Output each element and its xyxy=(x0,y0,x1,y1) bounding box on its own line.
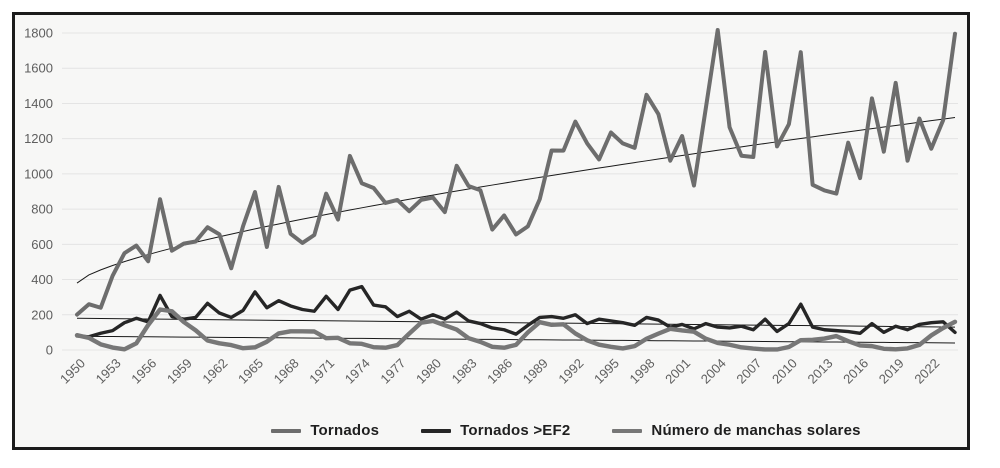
y-tick-label-1400: 1400 xyxy=(24,96,53,111)
chart-legend: Tornados Tornados >EF2 Número de manchas… xyxy=(15,422,967,439)
x-tick-label-2007: 2007 xyxy=(733,356,764,387)
tornados-ef2-trendline xyxy=(76,317,956,328)
y-tick-label-600: 600 xyxy=(31,237,53,252)
x-tick-label-1980: 1980 xyxy=(413,356,444,387)
x-tick-label-1965: 1965 xyxy=(235,356,266,387)
x-tick-label-1971: 1971 xyxy=(306,356,337,387)
x-tick-label-1995: 1995 xyxy=(591,356,622,387)
x-tick-label-2010: 2010 xyxy=(769,356,800,387)
x-tick-label-2004: 2004 xyxy=(698,356,729,387)
legend-item-tornados-ef2: Tornados >EF2 xyxy=(421,422,570,439)
x-tick-label-1992: 1992 xyxy=(555,356,586,387)
legend-item-tornados: Tornados xyxy=(271,422,379,439)
y-tick-label-1600: 1600 xyxy=(24,61,53,76)
x-tick-label-2013: 2013 xyxy=(805,356,836,387)
y-tick-label-0: 0 xyxy=(46,343,53,358)
legend-label-tornados: Tornados xyxy=(310,422,380,439)
x-tick-label-1968: 1968 xyxy=(271,356,302,387)
y-tick-label-1800: 1800 xyxy=(24,26,53,41)
x-tick-label-1983: 1983 xyxy=(449,356,480,387)
tornados-ef2-line xyxy=(75,284,957,339)
x-tick-label-2001: 2001 xyxy=(662,356,693,387)
x-tick-label-1962: 1962 xyxy=(199,356,230,387)
tornados-line xyxy=(75,28,957,317)
legend-item-manchas-solares: Número de manchas solares xyxy=(612,422,860,439)
tornados-ef2-line-swatch xyxy=(421,428,452,433)
y-tick-label-200: 200 xyxy=(31,307,53,322)
tornados-trendline xyxy=(76,117,956,284)
manchas-solares-line xyxy=(74,307,958,352)
x-tick-label-1956: 1956 xyxy=(128,356,159,387)
legend-label-tornados-ef2: Tornados >EF2 xyxy=(460,422,571,439)
tornados-line-swatch xyxy=(271,428,302,433)
x-tick-label-1950: 1950 xyxy=(57,356,88,387)
x-tick-label-1953: 1953 xyxy=(93,356,124,387)
y-tick-label-1200: 1200 xyxy=(24,131,53,146)
x-tick-label-1974: 1974 xyxy=(342,356,373,387)
x-tick-label-1959: 1959 xyxy=(164,356,195,387)
y-tick-label-400: 400 xyxy=(31,272,53,287)
legend-label-manchas-solares: Número de manchas solares xyxy=(651,422,861,439)
x-tick-label-2022: 2022 xyxy=(911,356,942,387)
x-tick-label-2016: 2016 xyxy=(840,356,871,387)
x-tick-label-1986: 1986 xyxy=(484,356,515,387)
x-tick-label-1998: 1998 xyxy=(627,356,658,387)
x-tick-label-1977: 1977 xyxy=(377,356,408,387)
y-tick-label-800: 800 xyxy=(31,202,53,217)
x-tick-label-2019: 2019 xyxy=(876,356,907,387)
y-tick-label-1000: 1000 xyxy=(24,166,53,181)
x-tick-label-1989: 1989 xyxy=(520,356,551,387)
manchas-solares-line-swatch xyxy=(612,428,643,433)
chart-frame: 0 200 400 600 800 1000 1200 1400 1600 1800 1950 195… xyxy=(12,12,970,450)
